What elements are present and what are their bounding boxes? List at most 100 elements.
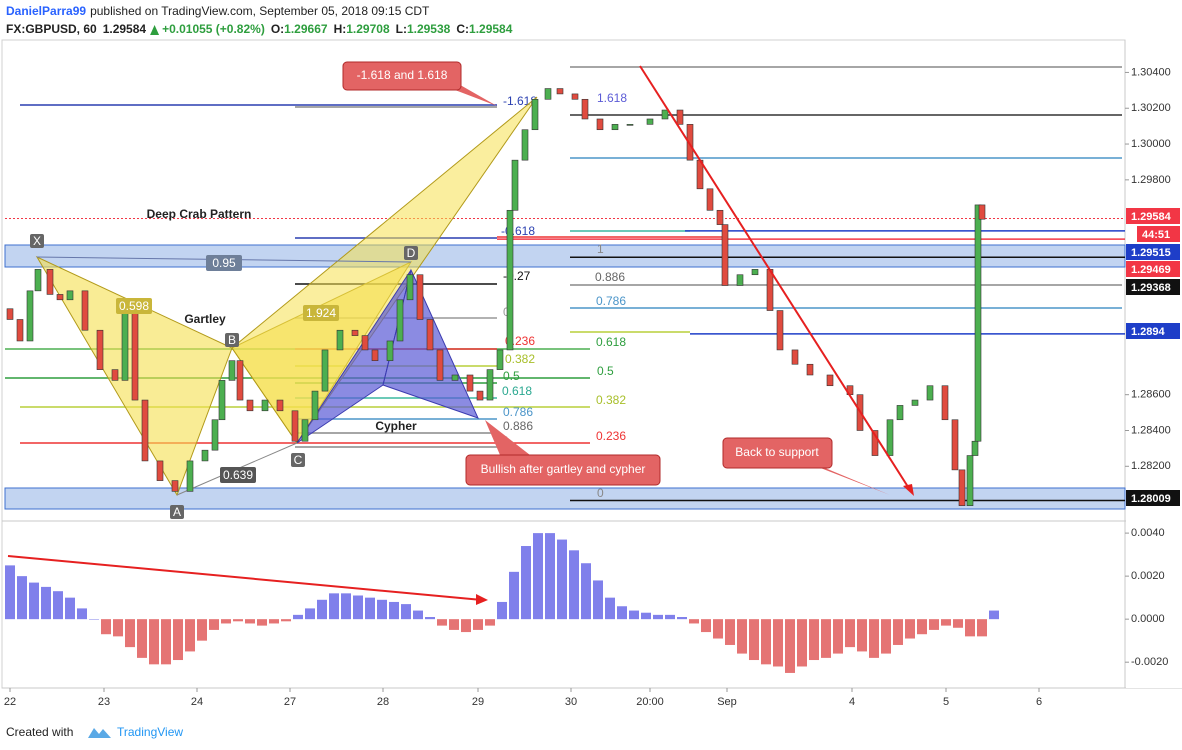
- header-line: DanielParra99 published on TradingView.co…: [6, 4, 430, 18]
- candle: [496, 349, 504, 370]
- candle: [246, 399, 254, 412]
- up-arrow: [150, 25, 160, 35]
- candle: [544, 88, 552, 100]
- candle: [361, 335, 369, 351]
- candle: [476, 390, 484, 401]
- candle: [926, 385, 934, 401]
- x-tick-label: 28: [377, 696, 389, 708]
- y-tick-label: -0.0020: [1131, 656, 1168, 668]
- price-label: 1.29469: [1131, 264, 1171, 276]
- histogram-bar: [353, 595, 363, 620]
- candle: [351, 329, 359, 336]
- ratio-label: 1.924: [306, 306, 336, 320]
- candle: [676, 109, 684, 125]
- footer-brand[interactable]: TradingView: [117, 725, 183, 739]
- candle: [311, 390, 319, 421]
- fib-label: 0.5: [597, 364, 614, 378]
- candle: [776, 310, 784, 351]
- candle: [111, 369, 119, 381]
- candle: [521, 129, 529, 161]
- histogram-bar: [449, 619, 459, 630]
- ratio-box: [303, 305, 339, 321]
- candle: [596, 118, 604, 131]
- point-label: B: [228, 333, 236, 347]
- author[interactable]: DanielParra99: [6, 4, 86, 18]
- histogram-bar: [953, 619, 963, 628]
- y-tick-label: 1.30400: [1131, 66, 1171, 78]
- ohlc-key: C:: [456, 22, 469, 36]
- x-tick-label: 30: [565, 696, 577, 708]
- histogram-bar: [785, 619, 795, 673]
- histogram-bar: [17, 576, 27, 620]
- histogram-bar: [137, 619, 147, 658]
- histogram-bar: [185, 619, 195, 652]
- support-band: [4, 487, 1126, 510]
- histogram-bar: [413, 610, 423, 620]
- fib-label: 0.382: [596, 393, 626, 407]
- histogram-bar: [281, 619, 291, 622]
- candle: [911, 399, 919, 406]
- candle: [46, 269, 54, 295]
- trend-line: [639, 65, 911, 491]
- histogram-bar: [269, 619, 279, 624]
- histogram-bar: [521, 546, 531, 620]
- y-tick-label: 0.0040: [1131, 527, 1165, 539]
- candle: [871, 430, 879, 456]
- histogram-bar: [905, 619, 915, 639]
- candle: [706, 188, 714, 211]
- histogram-bar: [857, 619, 867, 652]
- point-box: [225, 333, 239, 347]
- support-band: [4, 244, 1126, 268]
- candle: [966, 455, 974, 506]
- candles: [6, 88, 986, 506]
- histogram-bar: [65, 597, 75, 620]
- histogram-bar: [809, 619, 819, 661]
- pattern-title: Deep Crab Pattern: [147, 207, 252, 221]
- y-tick-label: 1.30200: [1131, 102, 1171, 114]
- histogram-bar: [317, 599, 327, 620]
- histogram-bar: [437, 619, 447, 626]
- histogram-bar: [617, 606, 627, 620]
- pattern-name: Cypher: [375, 419, 417, 433]
- histogram-bar: [929, 619, 939, 630]
- histogram-bar: [917, 619, 927, 635]
- candle: [66, 290, 74, 301]
- candle: [236, 360, 244, 401]
- histogram-bar: [509, 571, 519, 620]
- callout-pointer: [455, 82, 497, 106]
- fib-label: 0.786: [503, 405, 533, 419]
- point-box: [291, 453, 305, 467]
- histogram-bar: [221, 619, 231, 624]
- candle: [156, 460, 164, 481]
- price-label: 1.28009: [1131, 493, 1171, 505]
- ratio-box: [116, 298, 152, 314]
- candle: [941, 385, 949, 421]
- published: published on TradingView.com, September …: [90, 4, 430, 18]
- histogram-bar: [737, 619, 747, 654]
- pattern-points: X A B C D 0.95 0.598 1.924 0.639: [30, 234, 418, 519]
- candle: [211, 419, 219, 451]
- histogram-bar: [641, 612, 651, 620]
- histogram-bar: [725, 619, 735, 645]
- logo: [88, 728, 111, 738]
- candle: [581, 98, 589, 120]
- histogram-bar: [965, 619, 975, 637]
- candle: [96, 329, 104, 370]
- candle: [736, 274, 744, 286]
- x-tick-label: 24: [191, 696, 203, 708]
- candle: [186, 460, 194, 492]
- candle: [978, 204, 986, 220]
- candle: [396, 299, 404, 342]
- price-label: 1.29515: [1131, 247, 1171, 259]
- candle: [826, 374, 834, 387]
- histogram-bar: [209, 619, 219, 630]
- histogram-bar: [125, 619, 135, 648]
- histogram-bar: [941, 619, 951, 626]
- candle: [386, 340, 394, 361]
- histogram-bar: [773, 619, 783, 667]
- y-tick-label: 1.28200: [1131, 460, 1171, 472]
- candle: [416, 274, 424, 320]
- callout: [465, 454, 661, 486]
- histogram-bar: [881, 619, 891, 654]
